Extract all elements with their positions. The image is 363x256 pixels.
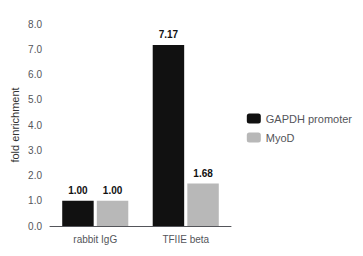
svg-text:TFIIE beta: TFIIE beta <box>162 234 209 245</box>
svg-text:1.68: 1.68 <box>193 168 213 179</box>
svg-text:1.0: 1.0 <box>28 195 42 206</box>
svg-text:7.0: 7.0 <box>28 44 42 55</box>
svg-text:6.0: 6.0 <box>28 69 42 80</box>
svg-text:0.0: 0.0 <box>28 221 42 232</box>
svg-text:7.17: 7.17 <box>159 29 179 40</box>
svg-text:GAPDH promoter: GAPDH promoter <box>266 113 353 125</box>
svg-text:fold enrichment: fold enrichment <box>9 87 21 162</box>
svg-text:rabbit IgG: rabbit IgG <box>73 234 117 245</box>
svg-text:5.0: 5.0 <box>28 94 42 105</box>
svg-text:8.0: 8.0 <box>28 19 42 30</box>
svg-text:MyoD: MyoD <box>266 132 295 144</box>
svg-text:3.0: 3.0 <box>28 145 42 156</box>
svg-text:1.00: 1.00 <box>103 185 123 196</box>
svg-text:4.0: 4.0 <box>28 120 42 131</box>
svg-text:1.00: 1.00 <box>68 185 88 196</box>
svg-text:2.0: 2.0 <box>28 170 42 181</box>
